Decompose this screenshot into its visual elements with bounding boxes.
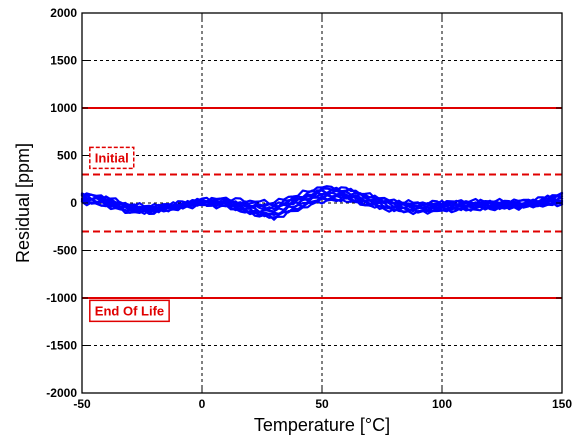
axis-layer: -50 0 50 100 150-2000-1500-1000-500050010001…	[46, 6, 572, 411]
series-9-line	[80, 188, 564, 212]
y-tick-label: -1500	[46, 339, 77, 353]
reference-lines-layer	[82, 107, 562, 299]
x-tick-label: 0	[199, 397, 206, 411]
x-tick-label: 150	[552, 397, 572, 411]
x-tick-label: -50	[73, 397, 91, 411]
y-tick-label: 1500	[50, 54, 77, 68]
y-tick-label: 2000	[50, 6, 77, 20]
x-tick-label: 100	[432, 397, 452, 411]
x-axis-label: Temperature [°C]	[254, 415, 390, 435]
series-layer	[80, 185, 564, 221]
end-of-life-annotation-label: End Of Life	[95, 303, 164, 318]
initial-annotation-label: Initial	[95, 150, 129, 165]
y-tick-label: 500	[57, 149, 77, 163]
initial-annotation-box	[89, 146, 135, 170]
annotation-layer: Initial End Of Life	[89, 146, 170, 323]
y-axis-label: Residual [ppm]	[13, 143, 33, 263]
series-10-line	[80, 198, 564, 219]
y-tick-label: -1000	[46, 291, 77, 305]
y-tick-label: -500	[53, 244, 77, 258]
end-of-life-annotation-box	[89, 299, 170, 323]
x-tick-label: 50	[315, 397, 329, 411]
series-8-line	[80, 194, 564, 218]
y-tick-label: 0	[70, 196, 77, 210]
y-tick-label: 1000	[50, 101, 77, 115]
y-tick-label: -2000	[46, 386, 77, 400]
